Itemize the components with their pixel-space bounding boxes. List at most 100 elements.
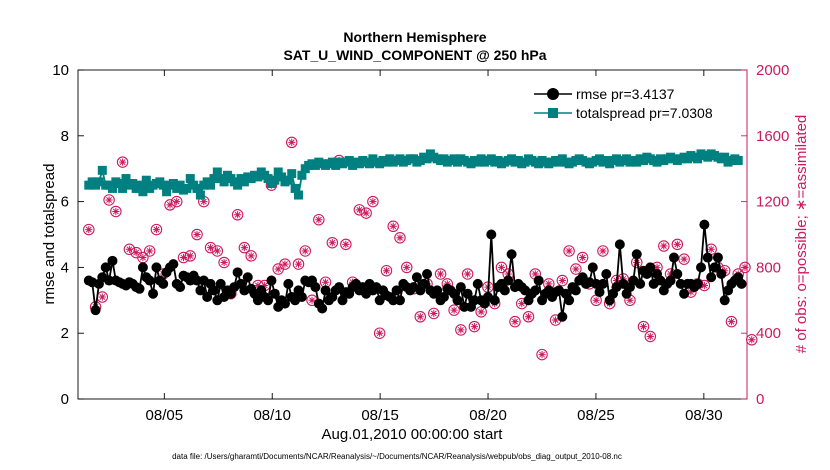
obs-point [522,310,535,323]
obs-point [292,258,305,270]
obs-point [360,207,372,219]
rmse-point [337,295,348,306]
y-axis-left-label: rmse and totalspread [41,164,58,305]
rmse-point [597,278,608,289]
obs-point [658,240,670,252]
rmse-point [587,262,598,273]
chart-subtitle: SAT_U_WIND_COMPONENT @ 250 hPa [283,47,546,63]
rmse-point [283,278,294,289]
rmse-point [712,252,723,263]
rmse-point [486,229,497,240]
rmse-point [151,262,162,273]
obs-point [340,238,352,251]
x-tick-label: 08/10 [253,407,291,424]
obs-point [204,241,217,254]
legend: rmse pr=3.4137 totalspread pr=7.0308 [527,76,739,126]
obs-point [191,228,203,241]
legend-rmse-label: rmse pr=3.4137 [576,86,675,102]
y-right-tick-label: 2000 [756,62,789,79]
legend-spread-label: totalspread pr=7.0308 [576,105,713,121]
chart-title: Northern Hemisphere [343,29,486,45]
rmse-point [692,278,703,289]
rmse-point [706,272,717,283]
rmse-point [144,275,155,286]
totalspread-point [733,155,743,165]
obs-point [143,245,156,257]
obs-point [211,245,224,257]
rmse-point [489,295,500,306]
obs-point [536,348,548,361]
obs-point [103,194,115,206]
rmse-point [462,288,473,299]
y-left-tick-label: 4 [61,259,69,276]
obs-point [326,236,339,249]
y-axis-right-label: # of obs: o=possible; ∗=assimilated [793,115,810,354]
totalspread-point [693,154,703,164]
x-tick-label: 08/20 [469,407,507,424]
x-tick-label: 08/05 [146,407,184,424]
totalspread-point [297,170,307,180]
obs-point [394,232,406,244]
obs-point [495,261,508,274]
obs-point [468,320,481,333]
y-right-tick-label: 400 [756,325,781,342]
rmse-point [455,282,466,293]
x-tick-label: 08/30 [685,407,723,424]
x-axis: 08/05 08/10 08/15 08/20 08/25 08/30 [146,70,723,424]
y-right-tick-label: 1600 [756,128,789,145]
totalspread-point [422,154,432,164]
obs-point [570,263,582,275]
rmse-point [668,252,679,263]
totalspread-point [253,172,263,182]
obs-point [110,205,122,218]
rmse-point [736,278,747,289]
rmse-point [158,278,169,289]
totalspread-point [128,179,138,189]
obs-point [231,209,244,221]
totalspread-point [94,177,104,187]
rmse-point [506,249,517,260]
rmse-point [320,285,331,296]
footnote: data file: /Users/gharamti/Documents/NCA… [172,452,622,461]
totalspread-point [138,187,148,197]
rmse-point [472,278,483,289]
totalspread-point [277,172,287,182]
rmse-point [432,285,443,296]
totalspread-point [209,174,219,184]
rmse-point [242,272,253,283]
totalspread-point [162,187,172,197]
rmse-point [631,249,642,260]
totalspread-point [283,175,293,185]
rmse-point [137,262,148,273]
rmse-point [570,285,581,296]
totalspread-point [175,180,185,190]
totalspread-point [195,190,205,200]
y-left-tick-label: 10 [52,62,69,79]
totalspread-point [219,177,229,187]
rmse-point [503,275,514,286]
totalspread-point [294,190,304,200]
totalspread-point [168,179,178,189]
obs-point [563,245,575,257]
totalspread-point [182,183,192,193]
rmse-point [665,275,676,286]
obs-point [678,253,690,265]
obs-point [637,320,650,333]
rmse-point [672,268,683,279]
totalspread-point [114,179,124,189]
obs-point [461,268,474,280]
rmse-point [438,292,449,303]
totalspread-point [107,183,117,193]
obs-point [184,250,197,262]
legend-spread-marker [548,108,558,118]
legend-box [527,76,739,126]
y-left-tick-label: 8 [61,128,69,145]
totalspread-point [192,183,202,193]
rmse-point [594,287,605,298]
obs-point [434,268,447,280]
y-left-tick-label: 2 [61,325,69,342]
obs-point [380,264,393,277]
totalspread-point [273,167,283,177]
rmse-point [208,285,219,296]
